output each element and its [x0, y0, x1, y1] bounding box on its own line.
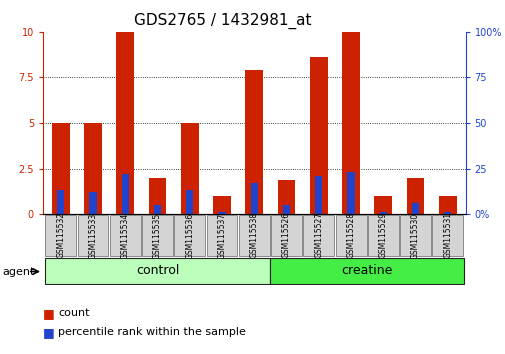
FancyBboxPatch shape: [367, 215, 398, 256]
Bar: [180, 123, 198, 214]
Text: count: count: [58, 308, 89, 318]
Bar: [379, 212, 386, 214]
Bar: [218, 212, 225, 214]
Bar: [116, 32, 134, 214]
FancyBboxPatch shape: [45, 215, 76, 256]
FancyBboxPatch shape: [270, 258, 463, 284]
Bar: [374, 196, 391, 214]
Bar: [57, 190, 64, 214]
FancyBboxPatch shape: [431, 215, 463, 256]
Text: agent: agent: [3, 267, 35, 276]
Bar: [315, 176, 322, 214]
Bar: [122, 174, 129, 214]
Bar: [213, 196, 230, 214]
Text: GSM115536: GSM115536: [185, 212, 194, 258]
FancyBboxPatch shape: [238, 215, 269, 256]
FancyBboxPatch shape: [335, 215, 366, 256]
Bar: [186, 190, 193, 214]
FancyBboxPatch shape: [271, 215, 301, 256]
Bar: [52, 123, 70, 214]
Text: GSM115530: GSM115530: [410, 212, 419, 258]
Bar: [148, 178, 166, 214]
Text: GSM115534: GSM115534: [121, 212, 129, 258]
Bar: [341, 32, 359, 214]
Text: ■: ■: [43, 307, 55, 320]
Text: GDS2765 / 1432981_at: GDS2765 / 1432981_at: [134, 12, 311, 29]
Text: GSM115529: GSM115529: [378, 212, 387, 258]
Bar: [84, 123, 102, 214]
Bar: [406, 178, 424, 214]
FancyBboxPatch shape: [142, 215, 173, 256]
FancyBboxPatch shape: [399, 215, 430, 256]
FancyBboxPatch shape: [174, 215, 205, 256]
Text: GSM115535: GSM115535: [153, 212, 162, 258]
Bar: [245, 70, 263, 214]
Text: ■: ■: [43, 326, 55, 338]
Text: GSM115527: GSM115527: [314, 212, 323, 258]
Text: GSM115526: GSM115526: [281, 212, 290, 258]
Bar: [154, 205, 161, 214]
Bar: [282, 205, 289, 214]
Bar: [438, 196, 456, 214]
FancyBboxPatch shape: [110, 215, 140, 256]
Text: GSM115531: GSM115531: [442, 212, 451, 258]
FancyBboxPatch shape: [302, 215, 334, 256]
Bar: [250, 183, 258, 214]
Text: GSM115537: GSM115537: [217, 212, 226, 258]
Bar: [309, 57, 327, 214]
Text: percentile rank within the sample: percentile rank within the sample: [58, 327, 245, 337]
Bar: [89, 192, 96, 214]
Text: GSM115538: GSM115538: [249, 212, 258, 258]
FancyBboxPatch shape: [206, 215, 237, 256]
Text: GSM115532: GSM115532: [56, 212, 65, 258]
Text: creatine: creatine: [341, 264, 392, 277]
Bar: [443, 212, 450, 214]
Text: GSM115533: GSM115533: [88, 212, 97, 258]
Bar: [347, 172, 354, 214]
FancyBboxPatch shape: [77, 215, 108, 256]
Text: GSM115528: GSM115528: [346, 212, 355, 258]
Text: control: control: [135, 264, 179, 277]
FancyBboxPatch shape: [44, 258, 270, 284]
Bar: [277, 179, 295, 214]
Bar: [411, 203, 418, 214]
